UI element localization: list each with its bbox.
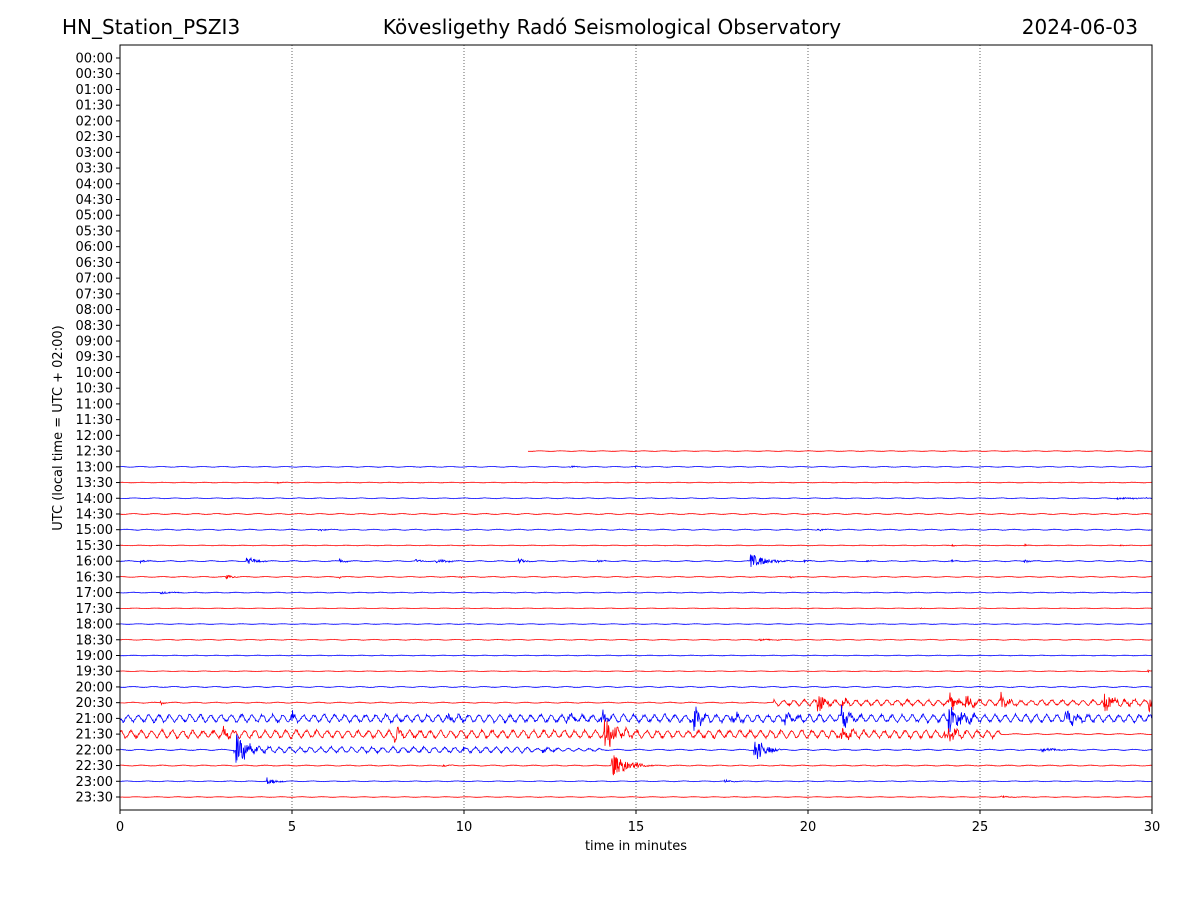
trace-2130 — [119, 719, 1153, 747]
trace-1730 — [119, 607, 1153, 610]
y-tick-label: 03:00 — [76, 146, 113, 161]
y-tick-label: 15:00 — [76, 523, 113, 538]
y-tick-label: 13:00 — [76, 460, 113, 475]
y-tick-label: 12:00 — [76, 429, 113, 444]
y-tick-label: 11:00 — [76, 397, 113, 412]
y-tick-label: 17:00 — [76, 586, 113, 601]
y-tick-label: 22:30 — [76, 759, 113, 774]
y-tick-label: 17:30 — [76, 602, 113, 617]
y-tick-label: 10:00 — [76, 366, 113, 381]
x-tick-label: 30 — [1144, 820, 1161, 835]
y-tick-label: 04:00 — [76, 177, 113, 192]
y-tick-label: 02:30 — [76, 130, 113, 145]
y-tick-label: 21:30 — [76, 728, 113, 743]
y-tick-label: 18:30 — [76, 633, 113, 648]
y-tick-label: 15:30 — [76, 539, 113, 554]
trace-1330 — [119, 481, 1153, 485]
trace-1400 — [119, 496, 1153, 501]
y-tick-label: 08:30 — [76, 319, 113, 334]
trace-1630 — [119, 574, 1153, 580]
trace-2300 — [119, 777, 1153, 785]
trace-2200 — [120, 734, 1153, 763]
x-axis-label: time in minutes — [585, 839, 687, 854]
trace-1830 — [119, 638, 1152, 642]
y-tick-label: 00:30 — [76, 67, 113, 82]
trace-1900 — [120, 654, 1152, 657]
x-tick-label: 0 — [116, 820, 124, 835]
trace-1300 — [119, 465, 1153, 469]
y-tick-label: 06:00 — [76, 240, 113, 255]
y-tick-label: 09:00 — [76, 335, 113, 350]
y-tick-label: 04:30 — [76, 193, 113, 208]
chart-title: Kövesligethy Radó Seismological Observat… — [382, 15, 842, 39]
x-tick-label: 25 — [972, 820, 989, 835]
y-tick-label: 11:30 — [76, 413, 113, 428]
y-axis-label: UTC (local time = UTC + 02:00) — [51, 325, 66, 530]
trace-1500 — [119, 528, 1153, 532]
y-tick-label: 05:00 — [76, 209, 113, 224]
x-tick-label: 15 — [628, 820, 645, 835]
x-tick-label: 20 — [800, 820, 817, 835]
y-tick-label: 02:00 — [76, 114, 113, 129]
y-tick-label: 06:30 — [76, 256, 113, 271]
trace-1800 — [120, 623, 1153, 625]
x-axis: 0 5 10 15 20 25 30 — [116, 810, 1160, 835]
y-tick-label: 14:00 — [76, 492, 113, 507]
trace-2100 — [119, 704, 1153, 733]
y-tick-label: 07:30 — [76, 287, 113, 302]
y-tick-label: 23:30 — [76, 791, 113, 806]
y-tick-label: 13:30 — [76, 476, 113, 491]
y-tick-label: 10:30 — [76, 382, 113, 397]
y-tick-label: 07:00 — [76, 272, 113, 287]
trace-1700 — [119, 590, 1153, 595]
traces — [119, 450, 1153, 799]
trace-1530 — [119, 543, 1153, 547]
y-tick-label: 09:30 — [76, 350, 113, 365]
y-tick-label: 21:00 — [76, 712, 113, 727]
trace-1230 — [527, 450, 1153, 452]
y-tick-label: 18:00 — [76, 618, 113, 633]
y-tick-label: 14:30 — [76, 507, 113, 522]
y-tick-label: 12:30 — [76, 445, 113, 460]
date-title: 2024-06-03 — [1021, 15, 1138, 39]
y-tick-label: 20:30 — [76, 696, 113, 711]
trace-2330 — [119, 794, 1153, 799]
x-tick-label: 5 — [288, 820, 296, 835]
trace-2230 — [119, 755, 1153, 776]
y-tick-label: 23:00 — [76, 775, 113, 790]
y-tick-label: 22:00 — [76, 743, 113, 758]
y-axis: 00:0000:3001:0001:3002:0002:3003:0003:30… — [76, 52, 120, 806]
trace-1600 — [119, 554, 1153, 568]
y-tick-label: 05:30 — [76, 224, 113, 239]
y-tick-label: 16:00 — [76, 555, 113, 570]
trace-1430 — [119, 512, 1153, 516]
y-tick-label: 01:00 — [76, 83, 113, 98]
station-title: HN_Station_PSZI3 — [62, 15, 241, 39]
trace-2030 — [119, 691, 1153, 713]
y-tick-label: 20:00 — [76, 680, 113, 695]
trace-1930 — [120, 669, 1153, 674]
y-tick-label: 19:30 — [76, 665, 113, 680]
y-tick-label: 19:00 — [76, 649, 113, 664]
x-tick-label: 10 — [456, 820, 473, 835]
y-tick-label: 03:30 — [76, 162, 113, 177]
y-tick-label: 00:00 — [76, 52, 113, 67]
y-tick-label: 08:00 — [76, 303, 113, 318]
grid-lines — [291, 45, 981, 810]
y-tick-label: 01:30 — [76, 99, 113, 114]
y-tick-label: 16:30 — [76, 570, 113, 585]
trace-2000 — [119, 685, 1153, 688]
